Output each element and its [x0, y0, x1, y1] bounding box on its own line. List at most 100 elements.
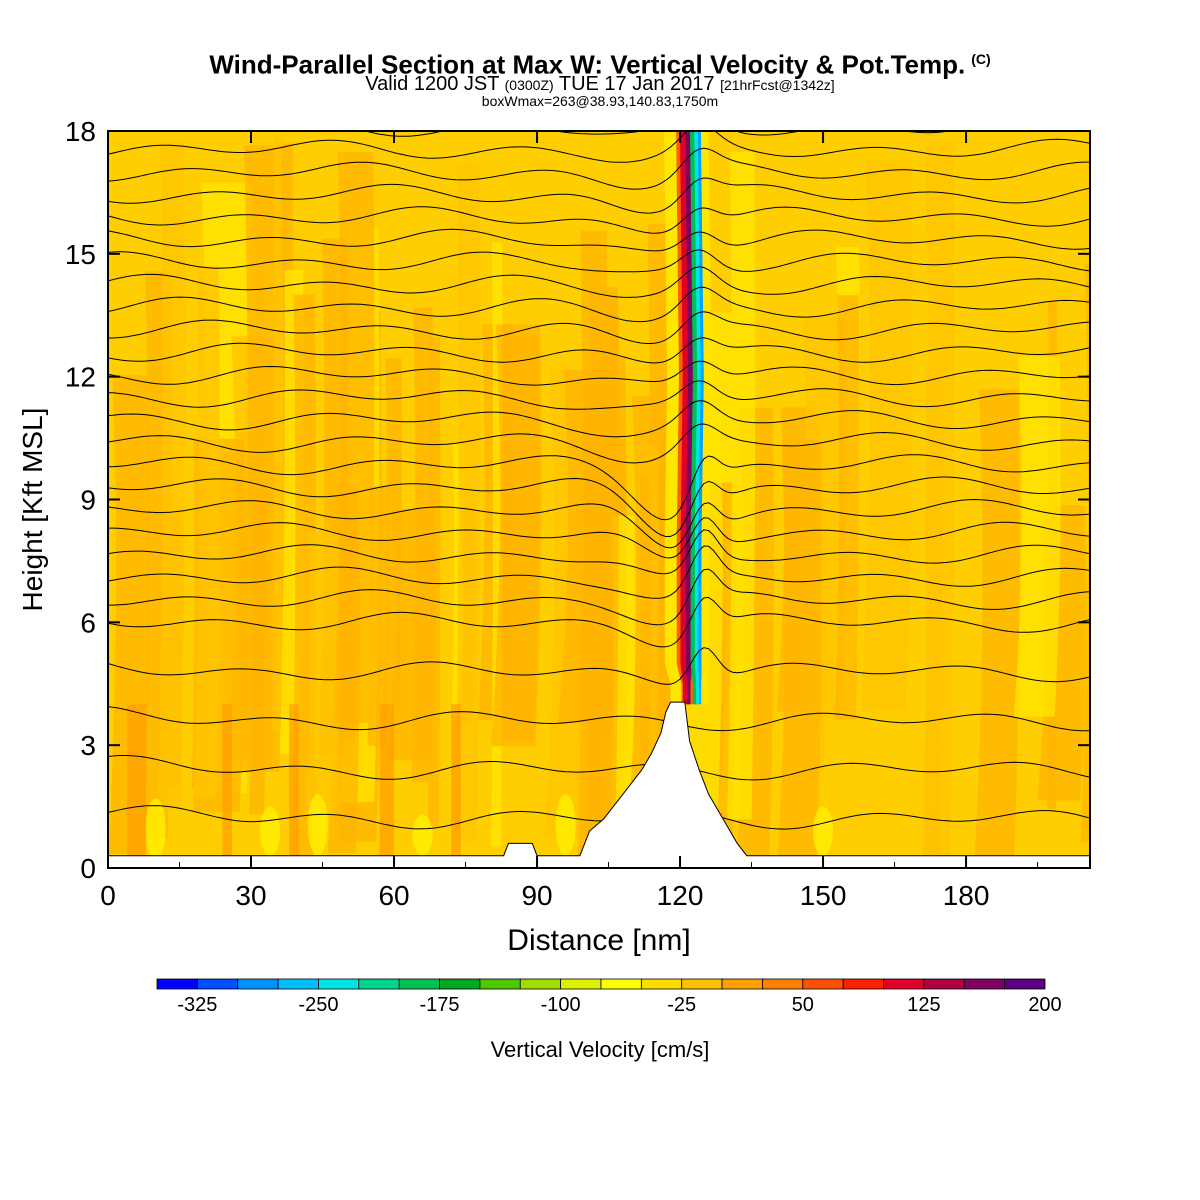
utc-time: (0300Z) — [504, 77, 554, 93]
velocity-streak — [304, 531, 341, 817]
theta-contour — [108, 647, 1090, 685]
x-tick-label: 30 — [235, 880, 266, 911]
velocity-streak — [1080, 263, 1090, 843]
terrain-mask — [107, 701, 1091, 869]
y-tick-label: 12 — [65, 362, 96, 393]
colorbar-swatch — [560, 978, 602, 990]
colorbar-swatch — [721, 978, 763, 990]
chart-title: Wind-Parallel Section at Max W: Vertical… — [0, 44, 1200, 80]
theta-contour — [108, 400, 1090, 438]
colorbar-tick-label: -250 — [298, 994, 339, 1016]
velocity-streak — [454, 163, 480, 842]
velocity-streak — [586, 286, 619, 868]
colorbar-swatch — [842, 978, 884, 990]
weak-updraft-patch — [412, 814, 433, 856]
colorbar-swatch — [640, 978, 683, 990]
x-tick-label: 150 — [800, 880, 847, 911]
theta-contour — [108, 517, 1090, 559]
colorbar-swatch — [923, 978, 965, 990]
downdraft-streak — [222, 704, 232, 868]
colorbar-swatch — [439, 978, 481, 990]
colorbar-swatch — [883, 978, 925, 990]
colorbar-swatch — [762, 978, 804, 990]
theta-contour — [108, 360, 1090, 386]
weak-updraft-patch — [813, 806, 834, 856]
theta-contour — [108, 228, 1090, 252]
velocity-streak — [834, 295, 860, 720]
theta-contour — [363, 131, 953, 137]
velocity-streak — [194, 265, 220, 798]
colorbar-swatch — [681, 978, 723, 990]
colorbar-title: Vertical Velocity [cm/s] — [490, 1037, 710, 1062]
velocity-streak — [427, 337, 441, 826]
theta-contour — [108, 249, 1090, 273]
colorbar-tick-label: -175 — [419, 994, 460, 1016]
velocity-streak — [923, 369, 942, 812]
box-wmax-info: boxWmax=263@38.93,140.83,1750m — [481, 93, 719, 109]
weak-updraft-patch — [307, 794, 328, 856]
colorbar-tick-label: 125 — [907, 994, 941, 1016]
theta-contour — [108, 131, 1090, 163]
x-tick-label: 90 — [521, 880, 552, 911]
downdraft-streak — [451, 704, 461, 868]
colorbar-swatch — [196, 978, 239, 990]
theta-contour — [108, 380, 1090, 410]
theta-contour — [108, 454, 1090, 521]
y-tick-label: 3 — [80, 730, 96, 761]
velocity-streak — [727, 151, 756, 820]
colorbar-swatch — [963, 978, 1006, 990]
colorbar-swatch — [802, 978, 844, 990]
x-tick-label: 0 — [100, 880, 116, 911]
theta-contour — [108, 568, 1090, 626]
velocity-streak — [777, 439, 823, 866]
colorbar-swatch — [519, 978, 562, 990]
velocity-streak — [333, 152, 375, 723]
title-text: Wind-Parallel Section at Max W: Vertical… — [209, 49, 966, 80]
theta-contour — [108, 337, 1090, 364]
velocity-streak — [1013, 356, 1061, 717]
chart-subtitle: Valid 1200 JST (0300Z) TUE 17 Jan 2017 [… — [0, 73, 1200, 96]
downdraft-streak — [379, 704, 395, 868]
colorbar-swatch — [358, 978, 400, 990]
forecast-info: [21hrFcst@1342z] — [720, 77, 835, 93]
colorbar-swatch — [277, 978, 319, 990]
vertical-velocity-field — [108, 131, 1090, 868]
x-tick-label: 60 — [378, 880, 409, 911]
theta-contour — [108, 423, 1090, 464]
y-tick-label: 15 — [65, 239, 96, 270]
colorbar-tick-label: -25 — [667, 994, 697, 1016]
copyright-mark: (C) — [971, 51, 991, 67]
velocity-streak — [158, 140, 186, 812]
y-tick-label: 9 — [80, 485, 96, 516]
colorbar-swatch — [398, 978, 440, 990]
x-tick-label: 120 — [657, 880, 704, 911]
y-tick-label: 6 — [80, 607, 96, 638]
weak-updraft-patch — [260, 806, 281, 856]
theta-contour — [108, 286, 1090, 323]
y-axis-label: Height [Kft MSL] — [17, 408, 48, 612]
velocity-streak — [249, 494, 267, 815]
theta-contour — [108, 596, 1090, 648]
y-tick-label: 0 — [80, 853, 96, 884]
theta-contour — [108, 476, 1090, 538]
velocity-streak — [272, 133, 283, 731]
theta-contour — [108, 266, 1090, 298]
theta-contour — [108, 498, 1090, 549]
valid-time: Valid 1200 JST — [365, 73, 500, 95]
colorbar-swatch — [237, 978, 279, 990]
theta-contour — [108, 805, 1090, 830]
valid-date: TUE 17 Jan 2017 — [558, 73, 715, 95]
velocity-streak — [974, 389, 1020, 860]
theta-contour — [108, 147, 1090, 190]
potential-temperature-contours — [108, 131, 1090, 830]
velocity-streak — [860, 160, 913, 710]
colorbar-swatch — [600, 978, 642, 990]
y-tick-label: 18 — [65, 116, 96, 147]
x-axis-label: Distance [nm] — [507, 924, 690, 957]
downdraft-streak — [127, 704, 147, 868]
weak-updraft-patch — [145, 798, 166, 860]
theta-contour — [108, 755, 1090, 781]
downdraft-streak — [289, 704, 299, 868]
colorbar-swatch — [479, 978, 521, 990]
